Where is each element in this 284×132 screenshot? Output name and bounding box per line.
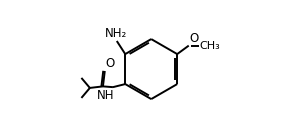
Text: CH₃: CH₃ xyxy=(199,41,220,51)
Text: NH₂: NH₂ xyxy=(105,27,127,40)
Text: O: O xyxy=(189,32,199,45)
Text: O: O xyxy=(106,57,115,70)
Text: NH: NH xyxy=(97,89,114,102)
